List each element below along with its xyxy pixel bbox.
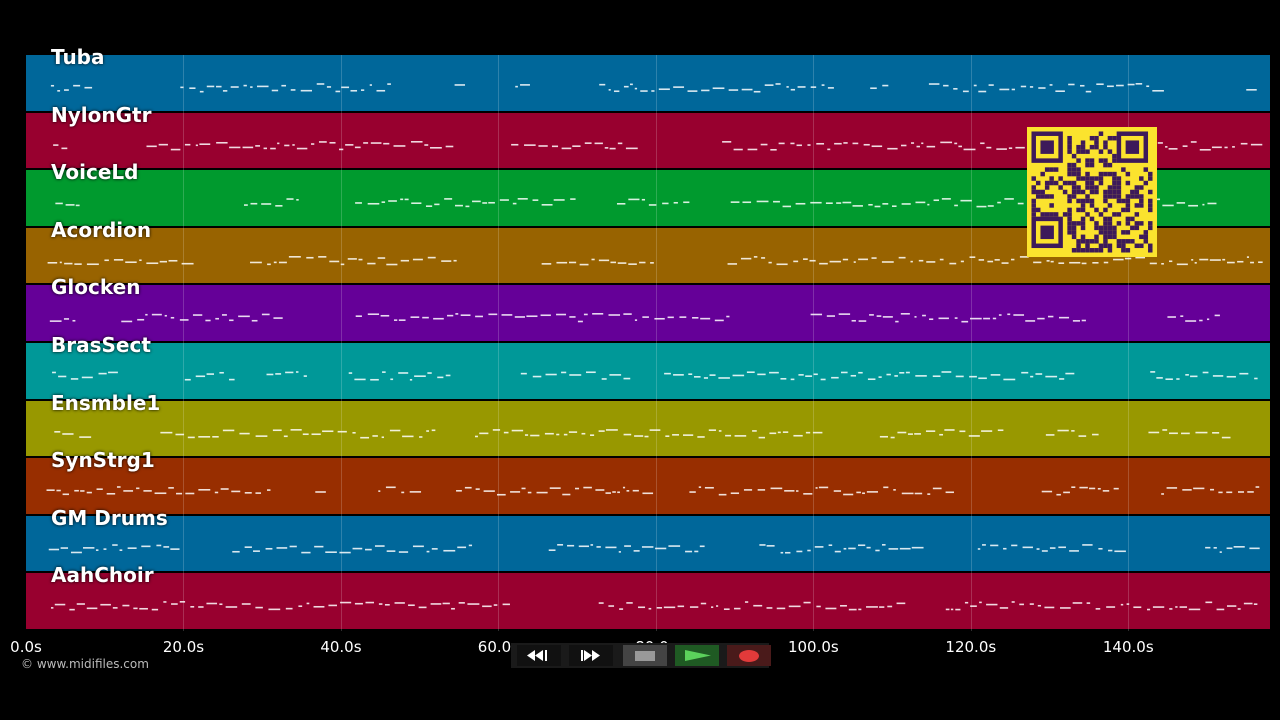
- track-lane: AahChoir: [26, 563, 1270, 629]
- note-pattern: [50, 83, 1257, 93]
- stop-button[interactable]: [623, 645, 667, 666]
- track-name: Glocken: [51, 275, 141, 300]
- qr-code-icon: [1027, 127, 1157, 257]
- fast-forward-icon: [581, 650, 600, 661]
- track-lane: BrasSect: [26, 333, 1270, 399]
- timeline-tick-label: 40.0s: [320, 638, 362, 656]
- note-pattern: [49, 313, 1220, 323]
- play-button[interactable]: [675, 645, 719, 666]
- timeline-tick-label: 60.0s: [477, 638, 519, 656]
- track-lane: Glocken: [26, 275, 1270, 341]
- stop-icon: [635, 651, 655, 661]
- note-pattern: [55, 198, 1217, 208]
- timeline-tick-label: 0.0s: [10, 638, 42, 656]
- track-name: AahChoir: [51, 563, 154, 588]
- qr-code-graphic: [1031, 131, 1153, 253]
- track-name: BrasSect: [51, 333, 151, 357]
- play-icon: [685, 650, 711, 661]
- timeline-tick-label: 20.0s: [162, 638, 205, 656]
- track-name: Ensmble1: [51, 390, 161, 415]
- track-name: VoiceLd: [51, 160, 139, 185]
- track-name: SynStrg1: [51, 448, 155, 473]
- timeline-tick-label: 100.0s: [787, 638, 839, 656]
- record-button[interactable]: [727, 645, 771, 666]
- note-pattern: [50, 601, 1258, 611]
- track-lane: Tuba: [26, 45, 1270, 111]
- track-lane: GM Drums: [26, 506, 1270, 572]
- track-lane: SynStrg1: [26, 448, 1270, 514]
- track-name: GM Drums: [51, 505, 168, 530]
- copyright-text: © www.midifiles.com: [21, 657, 149, 671]
- timeline-tick-label: 140.0s: [1102, 638, 1154, 656]
- track-name: Acordion: [51, 217, 152, 242]
- transport-controls: [511, 643, 771, 668]
- note-pattern: [54, 428, 1231, 439]
- timeline-tick-label: 120.0s: [945, 638, 997, 656]
- rewind-button[interactable]: [517, 645, 561, 666]
- record-icon: [739, 650, 759, 662]
- note-pattern: [48, 543, 1260, 554]
- note-pattern: [47, 255, 1263, 266]
- note-pattern: [46, 486, 1260, 496]
- note-pattern: [52, 371, 1258, 381]
- fast-forward-button[interactable]: [569, 645, 613, 666]
- track-name: Tuba: [51, 45, 105, 69]
- track-lane: Ensmble1: [26, 391, 1270, 457]
- track-name: NylonGtr: [51, 102, 152, 127]
- rewind-icon: [527, 650, 547, 661]
